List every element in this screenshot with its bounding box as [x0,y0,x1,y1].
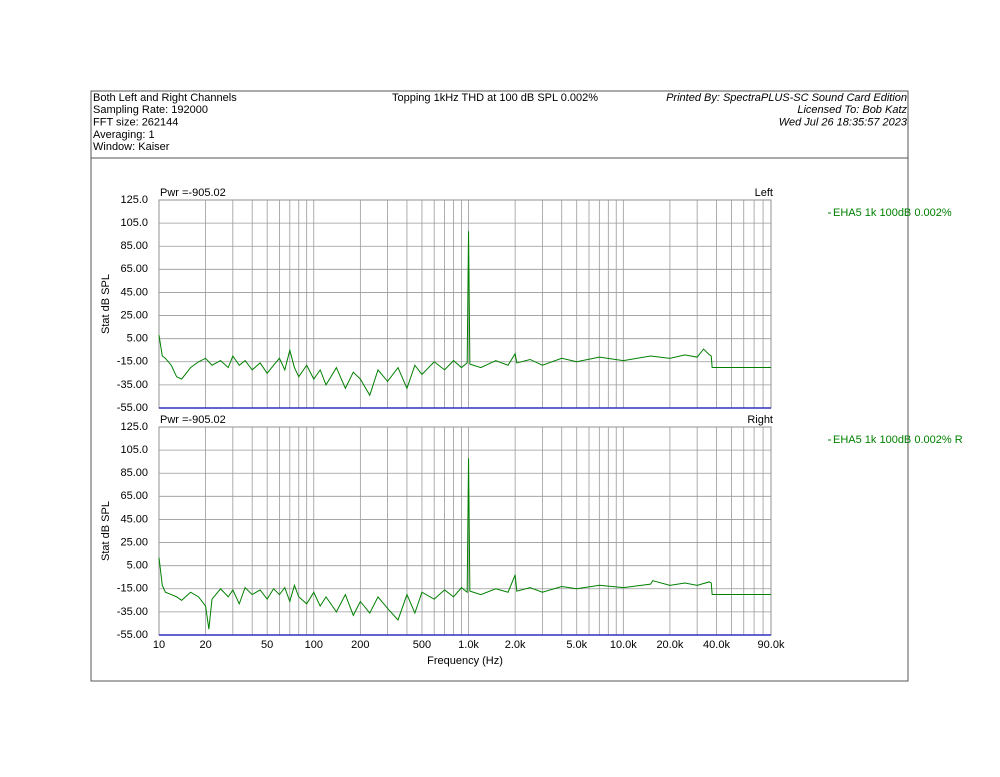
x-tick-label: 500 [413,639,431,651]
y-tick-label: 65.00 [120,490,148,502]
series-line [158,458,771,630]
y-tick-label: -15.00 [117,583,148,595]
series-line [158,231,771,397]
y-tick-label: 85.00 [120,240,148,252]
y-tick-label: 85.00 [120,467,148,479]
y-tick-label: -15.00 [117,356,148,368]
y-axis-label: Stat dB SPL [100,501,112,561]
y-tick-label: 45.00 [120,513,148,525]
y-tick-label: 25.00 [120,536,148,548]
x-tick-label: 100 [305,639,323,651]
y-axis-label: Stat dB SPL [100,274,112,334]
legend-label: EHA5 1k 100dB 0.002% R [833,434,963,446]
x-tick-label: 20.0k [656,639,683,651]
plot-area [158,426,772,636]
title: Topping 1kHz THD at 100 dB SPL 0.002% [392,92,598,104]
info-line: Averaging: 1 [93,129,155,141]
plot-area [158,199,772,409]
x-tick-label: 90.0k [758,639,785,651]
info-line: FFT size: 262144 [93,117,178,129]
frame [90,90,909,682]
y-tick-label: -35.00 [117,379,148,391]
y-tick-label: 5.00 [127,333,148,345]
y-tick-label: 45.00 [120,286,148,298]
x-tick-label: 20 [199,639,211,651]
y-tick-label: 105.0 [120,444,148,456]
y-tick-label: -35.00 [117,606,148,618]
y-tick-label: 25.00 [120,309,148,321]
x-axis-label: Frequency (Hz) [427,655,503,667]
channel-label: Right [747,414,773,426]
info-line: Sampling Rate: 192000 [93,104,208,116]
printed-line: Printed By: SpectraPLUS-SC Sound Card Ed… [666,92,907,104]
y-tick-label: -55.00 [117,402,148,414]
x-tick-label: 10 [153,639,165,651]
y-tick-label: 125.0 [120,194,148,206]
printed-line: Licensed To: Bob Katz [797,104,907,116]
annotation: Pwr =-905.02 [160,414,226,426]
x-tick-label: 2.0k [505,639,526,651]
y-tick-label: -55.00 [117,629,148,641]
x-tick-label: 200 [351,639,369,651]
legend-label: EHA5 1k 100dB 0.002% [833,207,952,219]
y-tick-label: 5.00 [127,560,148,572]
annotation: Pwr =-905.02 [160,187,226,199]
x-tick-label: 40.0k [703,639,730,651]
x-tick-label: 1.0k [458,639,479,651]
channel-label: Left [755,187,773,199]
x-tick-label: 5.0k [566,639,587,651]
x-tick-label: 50 [261,639,273,651]
info-line: Window: Kaiser [93,141,170,153]
y-tick-label: 125.0 [120,421,148,433]
printed-line: Wed Jul 26 18:35:57 2023 [779,117,908,129]
x-tick-label: 10.0k [610,639,637,651]
y-tick-label: 65.00 [120,263,148,275]
info-line: Both Left and Right Channels [93,92,237,104]
y-tick-label: 105.0 [120,217,148,229]
